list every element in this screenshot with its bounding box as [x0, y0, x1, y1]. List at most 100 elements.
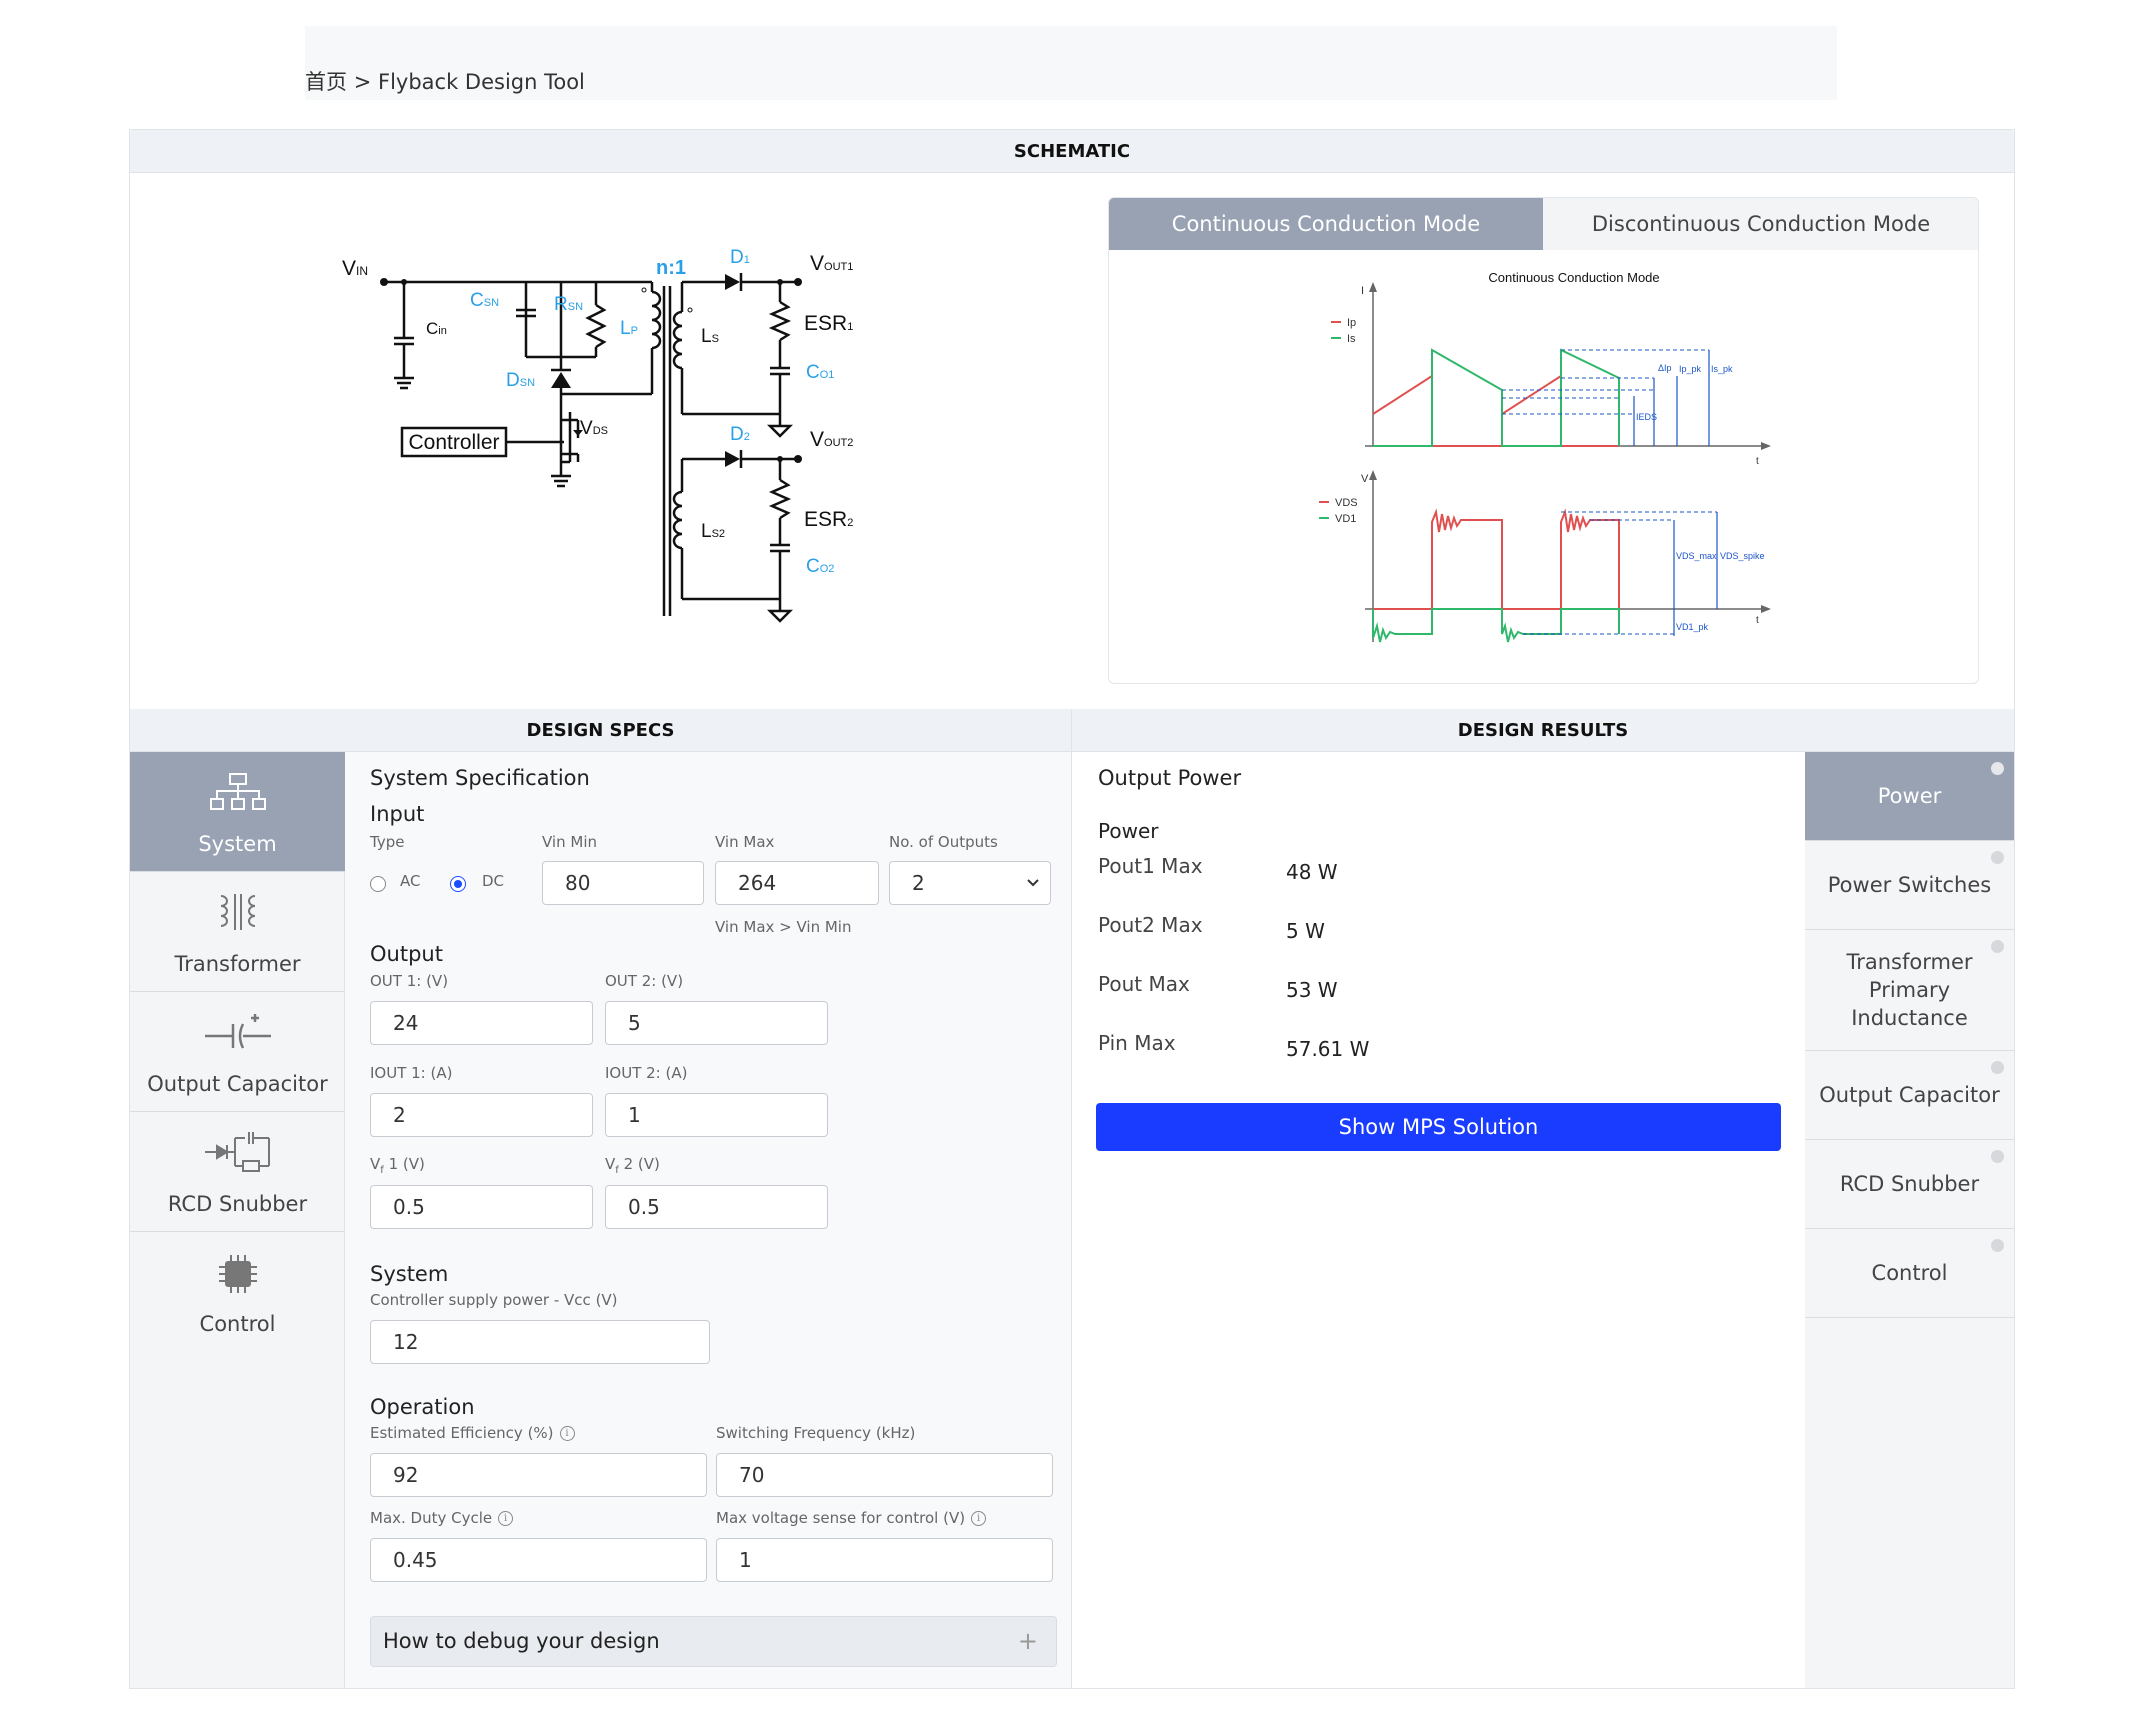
svg-text:D1: D1 — [730, 247, 750, 268]
svg-text:D2: D2 — [730, 424, 750, 445]
fsw-input[interactable]: 70 — [716, 1453, 1053, 1497]
snubber-icon — [130, 1132, 345, 1176]
nav-system[interactable]: System — [130, 752, 345, 872]
dc-radio[interactable] — [450, 876, 466, 892]
rnav-power-label: Power — [1877, 784, 1942, 808]
system-icon — [130, 772, 345, 816]
duty-label: Max. Duty Cycle i — [370, 1509, 514, 1527]
rnav-transformer-label: Transformer Primary Inductance — [1846, 950, 1973, 1030]
svg-text:LP: LP — [620, 318, 638, 339]
pin-value: 57.61 W — [1286, 1037, 1370, 1061]
info-icon[interactable]: i — [559, 1426, 575, 1441]
nav-transformer[interactable]: Transformer — [130, 872, 345, 992]
rnav-rcd-snubber[interactable]: RCD Snubber — [1805, 1140, 2014, 1229]
chip-icon — [130, 1252, 345, 1296]
pout-value: 53 W — [1286, 978, 1338, 1002]
vf1-input[interactable]: 0.5 — [370, 1185, 593, 1229]
ac-label: AC — [400, 872, 421, 890]
svg-text:CO1: CO1 — [806, 362, 834, 383]
debug-accordion[interactable]: How to debug your design + — [370, 1616, 1057, 1667]
out1-input[interactable]: 24 — [370, 1001, 593, 1045]
pin-label: Pin Max — [1098, 1031, 1176, 1055]
controller-label: Controller — [408, 431, 499, 454]
nav-output-capacitor[interactable]: Output Capacitor — [130, 992, 345, 1112]
svg-text:Ip_pk: Ip_pk — [1679, 364, 1702, 374]
svg-text:Is: Is — [1347, 333, 1356, 345]
vin-min-input[interactable]: 80 — [542, 861, 704, 905]
svg-text:LS2: LS2 — [701, 521, 725, 542]
vin-max-input[interactable]: 264 — [715, 861, 879, 905]
vf1-label: Vf 1 (V) — [370, 1155, 425, 1176]
vf2-input[interactable]: 0.5 — [605, 1185, 828, 1229]
svg-text:DSN: DSN — [506, 370, 535, 391]
svg-text:VDS: VDS — [580, 418, 608, 439]
iout1-label: IOUT 1: (A) — [370, 1064, 453, 1082]
svg-text:n:1: n:1 — [656, 257, 686, 279]
svg-text:ΔIp: ΔIp — [1658, 363, 1672, 373]
show-mps-solution-button[interactable]: Show MPS Solution — [1096, 1103, 1781, 1151]
svg-text:VOUT2: VOUT2 — [810, 428, 853, 451]
vcc-label: Controller supply power - Vcc (V) — [370, 1291, 618, 1309]
efficiency-input[interactable]: 92 — [370, 1453, 707, 1497]
svg-text:CO2: CO2 — [806, 556, 834, 577]
duty-input[interactable]: 0.45 — [370, 1538, 707, 1582]
rnav-power[interactable]: Power — [1805, 752, 2014, 841]
input-title: Input — [370, 802, 425, 826]
tab-discontinuous-mode[interactable]: Discontinuous Conduction Mode — [1543, 198, 1978, 250]
pout1-value: 48 W — [1286, 860, 1338, 884]
out2-input[interactable]: 5 — [605, 1001, 828, 1045]
vin-min-label: Vin Min — [542, 833, 597, 851]
iout2-input[interactable]: 1 — [605, 1093, 828, 1137]
info-icon[interactable]: i — [971, 1511, 987, 1526]
results-category-nav: Power Power Switches Transformer Primary… — [1805, 752, 2014, 1688]
svg-text:IEDS: IEDS — [1636, 412, 1657, 422]
svg-text:t: t — [1756, 615, 1759, 626]
ac-radio[interactable] — [370, 876, 386, 892]
nav-control-label: Control — [199, 1312, 276, 1336]
nav-control[interactable]: Control — [130, 1232, 345, 1352]
svg-text:t: t — [1756, 456, 1759, 467]
svg-text:VD1: VD1 — [1335, 513, 1356, 525]
iout1-input[interactable]: 2 — [370, 1093, 593, 1137]
status-dot — [1991, 762, 2004, 775]
status-dot — [1991, 940, 2004, 953]
breadcrumb-home-link[interactable]: 首页 — [305, 70, 347, 94]
waveform-title: Continuous Conduction Mode — [1488, 270, 1659, 285]
vin-max-label: Vin Max — [715, 833, 775, 851]
pout-label: Pout Max — [1098, 972, 1190, 996]
status-dot — [1991, 1239, 2004, 1252]
ccm-waveform: Continuous Conduction Mode I t Ip Is — [1319, 270, 1771, 643]
vsense-input[interactable]: 1 — [716, 1538, 1053, 1582]
dc-label: DC — [482, 872, 505, 890]
outputs-select[interactable]: 2 — [889, 861, 1051, 905]
tab-continuous-mode[interactable]: Continuous Conduction Mode — [1109, 198, 1543, 250]
design-results-header: DESIGN RESULTS — [1071, 709, 2014, 752]
rnav-rcd-snubber-label: RCD Snubber — [1839, 1172, 1980, 1196]
svg-text:VD1_pk: VD1_pk — [1676, 622, 1709, 632]
rnav-output-capacitor[interactable]: Output Capacitor — [1805, 1051, 2014, 1140]
nav-rcd-snubber-label: RCD Snubber — [167, 1192, 308, 1216]
output-power-title: Output Power — [1098, 766, 1242, 790]
spec-category-nav: System Transformer Output Capacitor RCD … — [130, 752, 345, 1688]
rnav-transformer-primary-inductance[interactable]: Transformer Primary Inductance — [1805, 930, 2014, 1051]
debug-label: How to debug your design — [383, 1629, 660, 1653]
power-group-title: Power — [1098, 819, 1159, 843]
outputs-value: 2 — [912, 871, 925, 895]
schematic-header: SCHEMATIC — [130, 130, 2014, 173]
operation-title: Operation — [370, 1395, 475, 1419]
efficiency-label: Estimated Efficiency (%) i — [370, 1424, 575, 1442]
svg-text:VOUT1: VOUT1 — [810, 252, 853, 275]
svg-text:VDS_max: VDS_max — [1676, 551, 1717, 561]
rnav-power-switches-label: Power Switches — [1827, 873, 1992, 897]
nav-rcd-snubber[interactable]: RCD Snubber — [130, 1112, 345, 1232]
system-title: System — [370, 1262, 449, 1286]
svg-text:VIN: VIN — [342, 257, 368, 280]
rnav-control[interactable]: Control — [1805, 1229, 2014, 1318]
vf2-label: Vf 2 (V) — [605, 1155, 660, 1176]
svg-text:ESR2: ESR2 — [804, 508, 853, 531]
rnav-power-switches[interactable]: Power Switches — [1805, 841, 2014, 930]
vcc-input[interactable]: 12 — [370, 1320, 710, 1364]
capacitor-icon — [130, 1012, 345, 1056]
info-icon[interactable]: i — [498, 1511, 514, 1526]
nav-system-label: System — [198, 832, 277, 856]
